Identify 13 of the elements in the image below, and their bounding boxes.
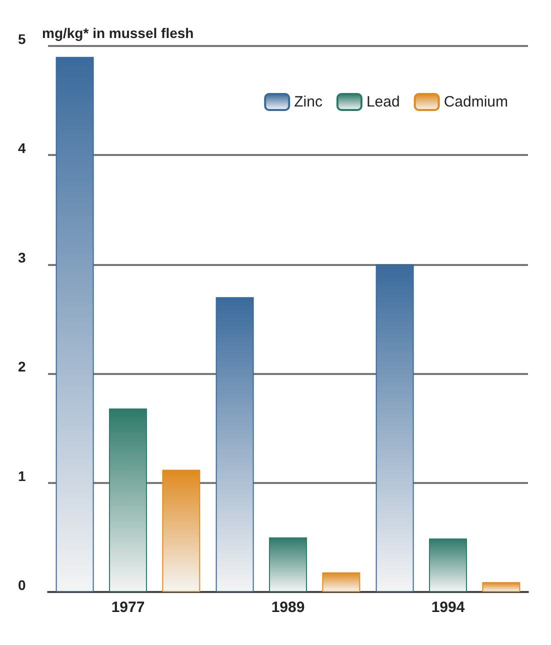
y-tick-label: 1 [18, 468, 26, 484]
chart-title: mg/kg* in mussel flesh [42, 25, 194, 41]
y-tick-label: 5 [18, 31, 26, 47]
y-tick-label: 3 [18, 249, 26, 266]
x-tick-label: 1994 [431, 599, 466, 616]
legend-label: Lead [366, 94, 400, 110]
y-tick-label: 0 [18, 577, 26, 593]
legend-label: Cadmium [444, 94, 508, 110]
y-tick-label: 2 [18, 358, 26, 375]
y-tick-label: 4 [18, 140, 26, 156]
legend-label: Zinc [294, 94, 323, 110]
x-tick-label: 1977 [111, 599, 145, 616]
x-tick-label: 1989 [271, 599, 305, 616]
